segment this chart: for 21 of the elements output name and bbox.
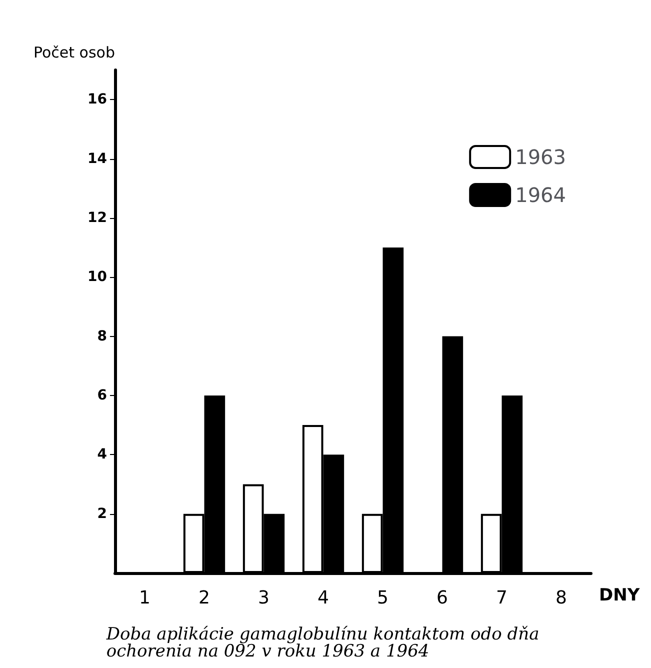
- y-tick-label: 4: [97, 446, 108, 463]
- x-tick-label: 8: [556, 588, 567, 608]
- y-tick-label: 8: [97, 328, 107, 344]
- text: Doba aplikácie gamaglobulínu kontaktom odo dňa ochorenia na 092 v roku 1963 a 1964: [105, 624, 545, 662]
- y-tick-label: 10: [88, 269, 108, 286]
- x-tick-label: 4: [318, 588, 329, 608]
- x-tick-label: 7: [496, 588, 508, 608]
- y-tick-label: 14: [88, 150, 108, 167]
- x-tick-label: 5: [377, 588, 388, 608]
- legend-label: 1964: [515, 183, 566, 207]
- y-tick-label: 2: [97, 506, 107, 522]
- x-tick-label: 1: [139, 588, 150, 608]
- y-tick-label: 6: [97, 387, 107, 404]
- x-tick-label: 2: [198, 588, 210, 608]
- x-axis-title: DNY: [599, 586, 640, 606]
- y-tick-label: 12: [88, 210, 107, 226]
- legend-label: 1963: [515, 145, 566, 169]
- x-tick-label: 3: [258, 588, 270, 608]
- y-axis-title: Počet osob: [33, 44, 115, 62]
- x-tick-label: 6: [436, 588, 448, 608]
- y-tick-label: 16: [88, 92, 107, 108]
